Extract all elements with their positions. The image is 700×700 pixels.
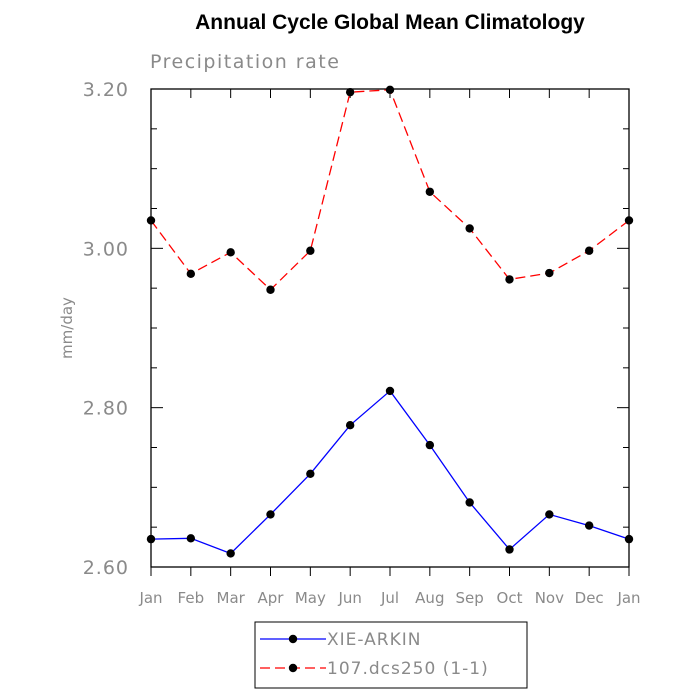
x-tick-label: Dec <box>575 589 604 607</box>
legend-marker-2 <box>288 663 298 673</box>
y-tick-label: 3.00 <box>83 238 129 260</box>
x-tick-label: Jan <box>616 589 640 607</box>
x-tick-label: May <box>295 589 326 607</box>
data-point <box>385 85 395 94</box>
y-tick-label: 2.60 <box>83 557 129 579</box>
data-point <box>385 386 395 396</box>
series-line <box>150 389 630 555</box>
series-1 <box>146 386 634 558</box>
x-tick-label: Aug <box>415 589 444 607</box>
data-point <box>306 469 315 478</box>
y-axis-label: mm/day <box>58 297 76 359</box>
data-point <box>624 216 634 225</box>
legend-label-2: 107.dcs250 (1-1) <box>327 659 489 679</box>
data-point <box>226 248 235 257</box>
x-tick-label: Jun <box>337 589 361 607</box>
chart-subtitle: Precipitation rate <box>150 51 340 73</box>
data-point <box>584 246 594 255</box>
data-point <box>425 440 435 450</box>
data-point <box>465 224 474 233</box>
x-tick-label: Oct <box>497 589 523 607</box>
x-tick-label: Feb <box>178 589 205 607</box>
series-2 <box>146 85 634 294</box>
data-point <box>306 246 315 255</box>
plot-area-frame <box>150 88 630 568</box>
data-point <box>266 510 275 519</box>
series-line <box>150 89 630 291</box>
x-tick-label: Jan <box>138 589 162 607</box>
x-tick-labels: Jan Feb Mar Apr May Jun Jul Aug Sep Oct Nov Dec Jan <box>138 589 640 607</box>
x-tick-label: Jul <box>380 589 399 607</box>
data-point <box>266 285 275 294</box>
y-tick-labels: 2.60 2.80 3.00 3.20 <box>83 79 129 579</box>
data-point <box>186 534 196 543</box>
data-point <box>226 549 235 558</box>
legend: XIE-ARKIN 107.dcs250 (1-1) <box>254 621 528 689</box>
legend-label-1: XIE-ARKIN <box>327 630 421 650</box>
x-tick-label: Nov <box>535 589 564 607</box>
data-point <box>465 498 474 507</box>
data-point <box>624 534 634 544</box>
legend-box <box>254 621 528 689</box>
data-point <box>146 216 156 225</box>
x-tick-label: Sep <box>456 589 484 607</box>
y-tick-label: 3.20 <box>83 79 129 101</box>
x-tick-label: Mar <box>217 589 246 607</box>
x-tick-label: Apr <box>258 589 285 607</box>
data-point <box>146 534 156 544</box>
data-point <box>345 420 355 430</box>
data-point <box>505 275 514 284</box>
y-tick-label: 2.80 <box>83 398 129 420</box>
data-point <box>345 87 355 97</box>
data-point <box>186 269 196 279</box>
axis-ticks <box>150 88 630 576</box>
chart-title: Annual Cycle Global Mean Climatology <box>195 11 585 34</box>
data-point <box>505 545 514 554</box>
data-point <box>545 510 554 519</box>
data-point <box>584 521 594 530</box>
data-point <box>425 187 435 196</box>
legend-marker-1 <box>288 634 298 644</box>
series-layer <box>146 85 634 558</box>
data-point <box>545 268 554 278</box>
